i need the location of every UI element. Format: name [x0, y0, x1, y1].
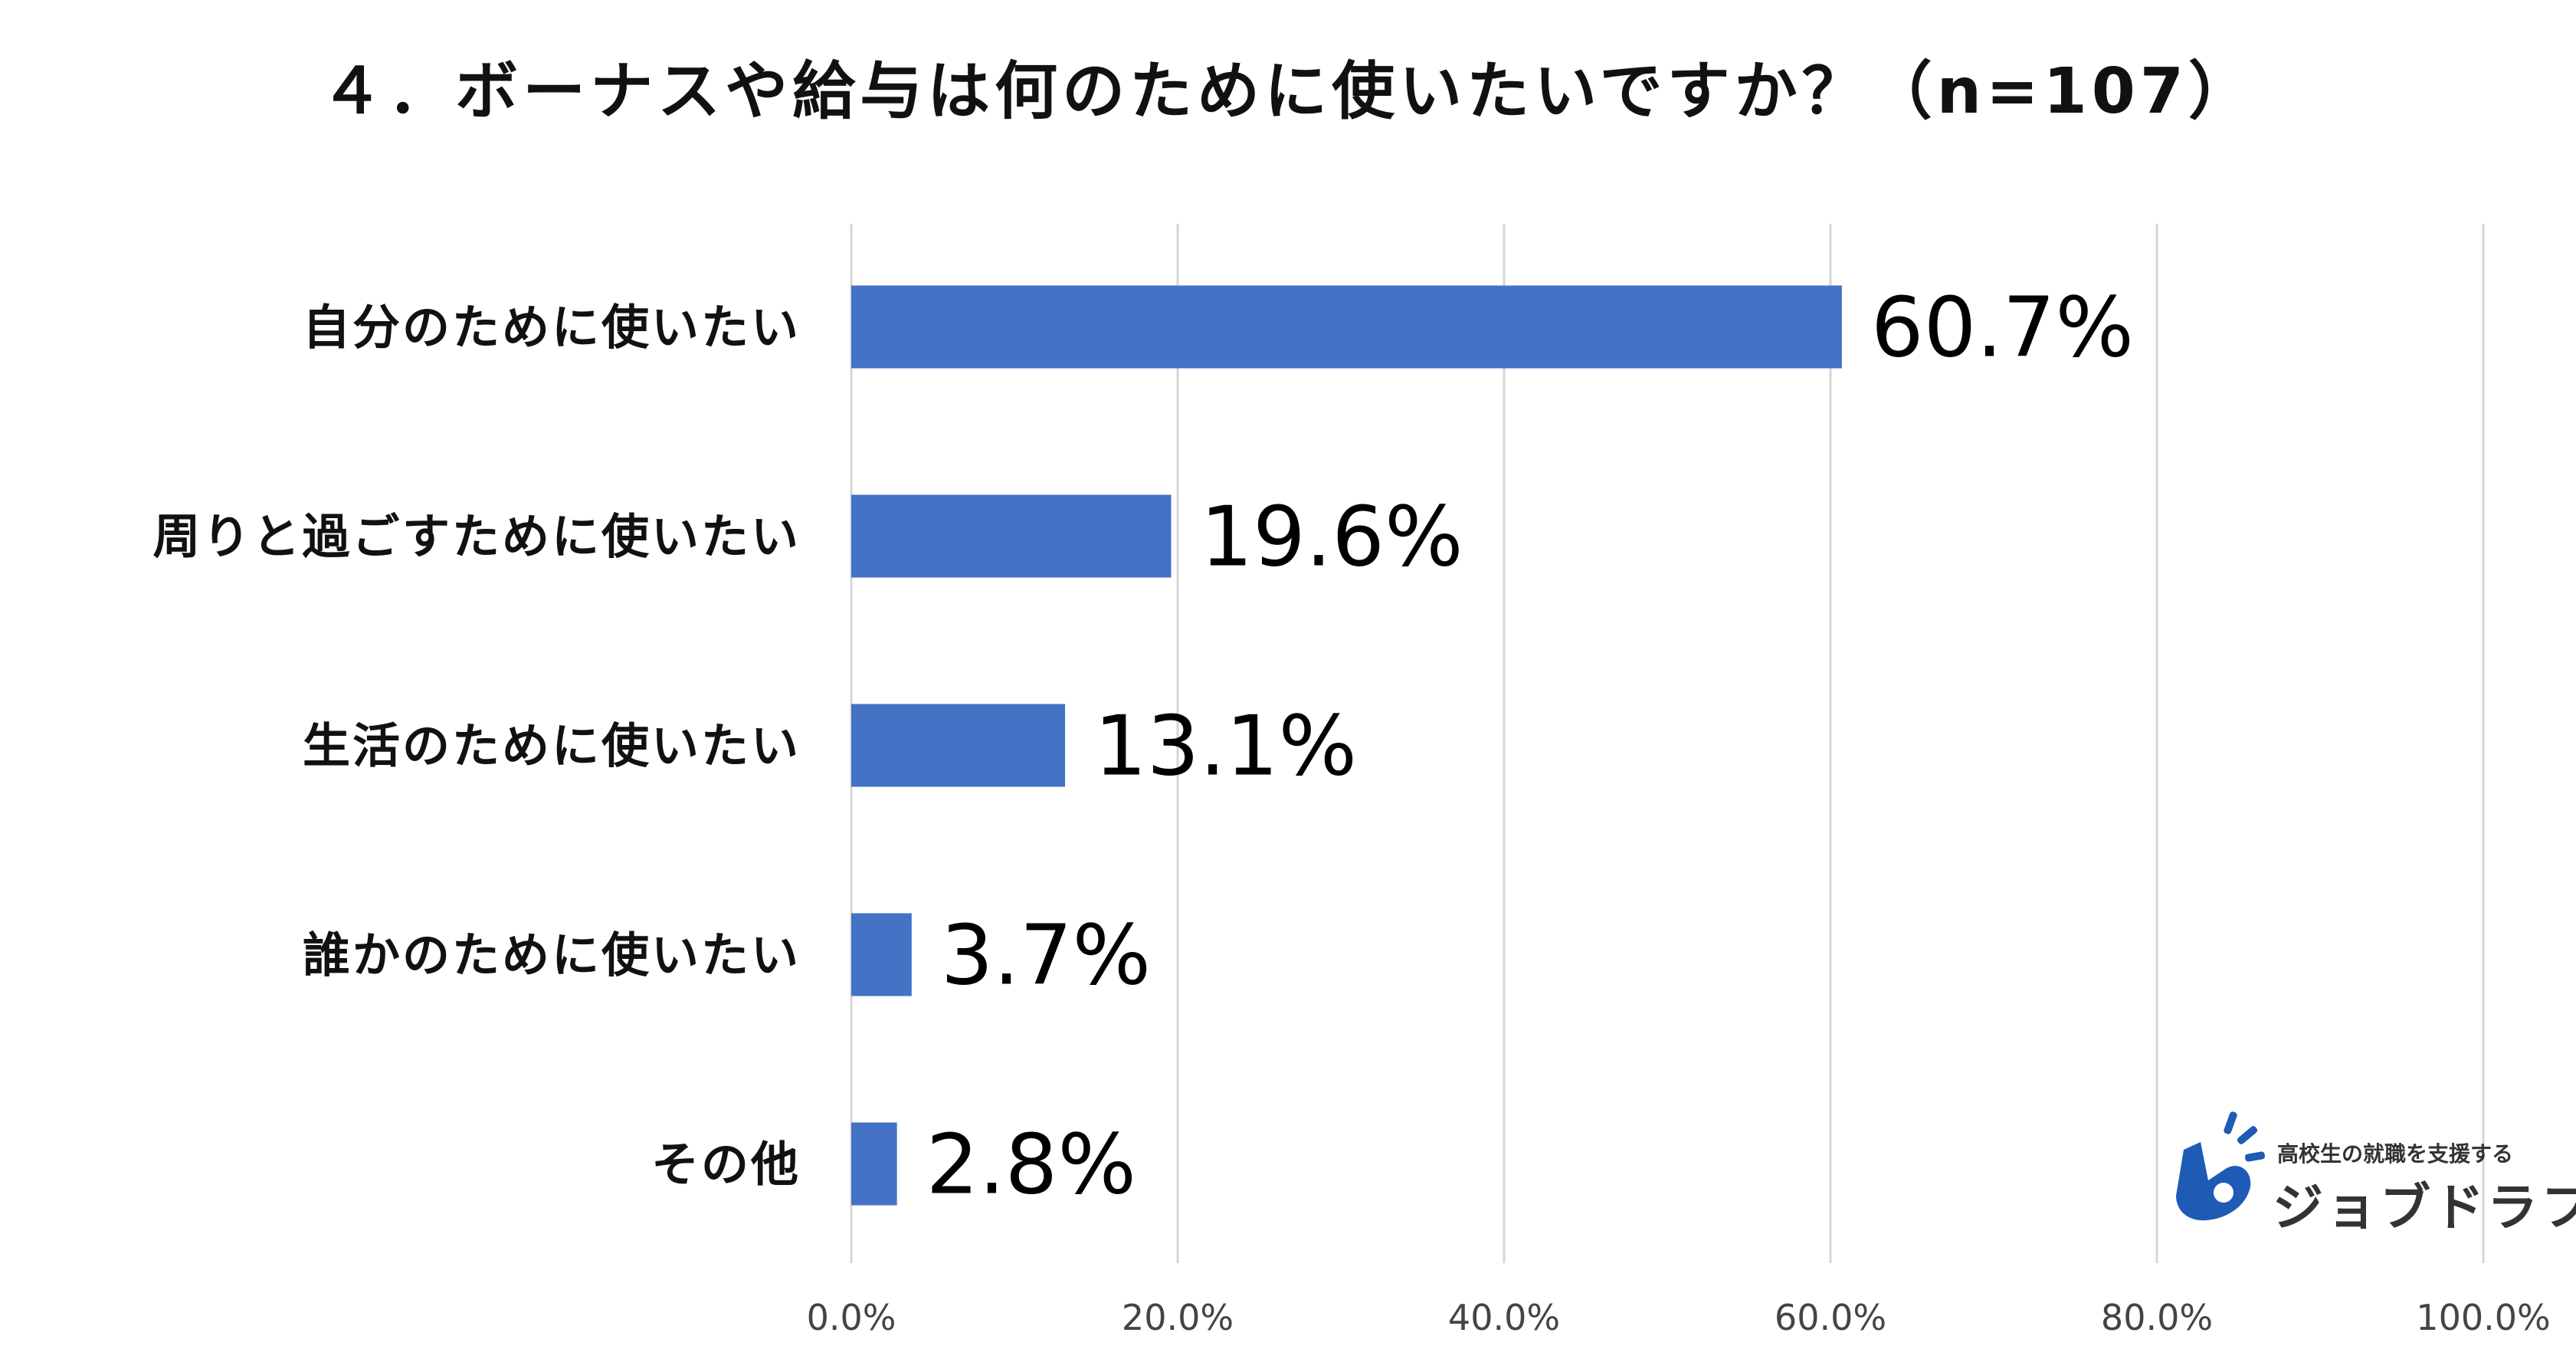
bar [851, 494, 1172, 578]
data-label: 2.8% [926, 1118, 1136, 1213]
x-tick-label: 20.0% [1122, 1297, 1234, 1338]
category-label: 誰かのために使いたい [303, 927, 801, 983]
logo-mark-icon [2176, 1111, 2266, 1221]
data-labels: 60.7% 19.6% 13.1% 3.7% 2.8% [926, 281, 2134, 1213]
bar [851, 704, 1066, 787]
bar [851, 913, 912, 996]
category-labels: 自分のために使いたい周りと過ごすために使いたい生活のために使いたい誰かのために使… [152, 300, 801, 1193]
x-axis-tick-labels: 0.0% 20.0% 40.0% 60.0% 80.0% 100.0% [807, 1297, 2551, 1338]
category-label: 生活のために使いたい [303, 718, 801, 774]
data-label: 19.6% [1200, 490, 1463, 586]
x-tick-label: 80.0% [2101, 1297, 2213, 1338]
category-label: その他 [651, 1137, 801, 1193]
gridlines [850, 224, 2485, 1263]
bar [851, 1122, 897, 1206]
data-label: 3.7% [941, 908, 1151, 1004]
x-tick-label: 0.0% [807, 1297, 896, 1338]
logo-name: ジョブドラフト [2273, 1178, 2576, 1237]
data-label: 13.1% [1094, 699, 1357, 795]
data-label: 60.7% [1871, 281, 2134, 376]
x-tick-label: 40.0% [1448, 1297, 1560, 1338]
bars [851, 285, 1842, 1206]
logo-tagline: 高校生の就職を支援する [2277, 1141, 2514, 1167]
bar [851, 285, 1842, 369]
category-label: 自分のために使いたい [303, 300, 801, 356]
x-tick-label: 60.0% [1775, 1297, 1886, 1338]
category-label: 周りと過ごすために使いたい [152, 509, 801, 565]
chart-title: ４．ボーナスや給与は何のために使いたいですか？（n=107） [320, 55, 2256, 128]
jobdraft-logo: 高校生の就職を支援する ジョブドラフト [2145, 1104, 2576, 1242]
x-tick-label: 100.0% [2416, 1297, 2550, 1338]
